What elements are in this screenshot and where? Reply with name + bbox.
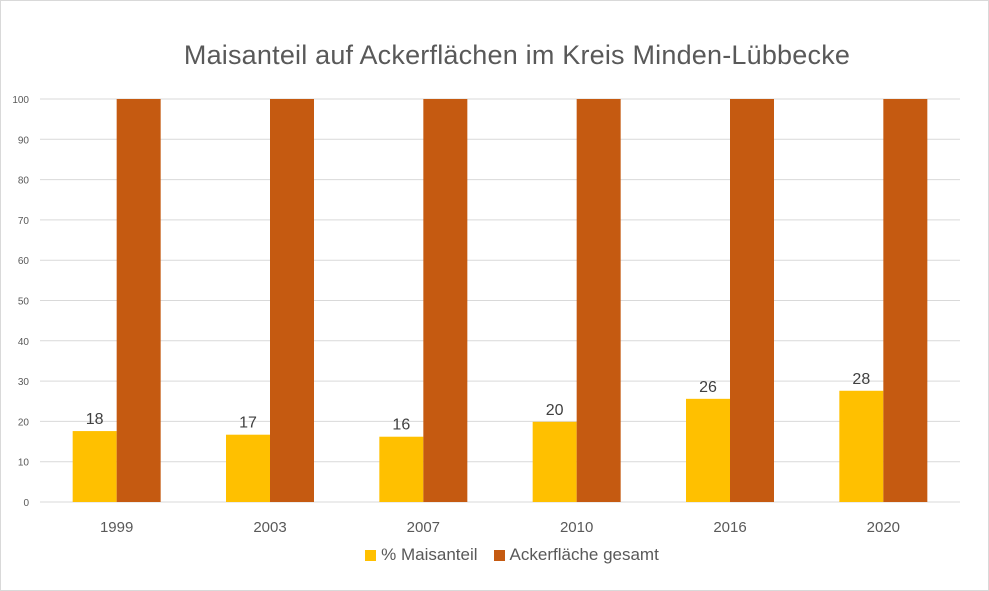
legend-item-maisanteil: % Maisanteil [365, 545, 478, 565]
data-label: 26 [699, 379, 717, 396]
data-labels: 18 17 16 20 26 28 [86, 371, 871, 434]
x-tick-label: 2010 [560, 519, 593, 536]
bars [72, 99, 928, 502]
x-tick-label: 2020 [867, 519, 900, 536]
bar-maisanteil [839, 390, 884, 502]
legend-swatch-ackerflaeche [493, 549, 505, 561]
x-tick-label: 2007 [407, 519, 440, 536]
x-tick-label: 2016 [713, 519, 746, 536]
y-tick-label: 100 [12, 95, 29, 106]
y-tick-label: 90 [18, 135, 30, 146]
data-label: 20 [546, 402, 564, 419]
chart-title: Maisanteil auf Ackerflächen im Kreis Min… [183, 40, 851, 70]
bar-maisanteil [686, 398, 730, 502]
data-label: 17 [239, 415, 257, 432]
y-axis-ticks: 0 10 20 30 40 50 60 70 80 90 100 [12, 95, 29, 509]
bar-ackerflaeche [270, 99, 314, 502]
y-tick-label: 10 [18, 458, 30, 469]
legend-label-ackerflaeche: Ackerfläche gesamt [509, 545, 659, 564]
y-tick-label: 60 [18, 256, 30, 267]
bar-maisanteil [532, 421, 577, 502]
y-tick-label: 70 [18, 216, 30, 227]
legend: % Maisanteil Ackerfläche gesamt [0, 545, 989, 565]
y-tick-label: 80 [18, 176, 30, 187]
y-tick-label: 50 [18, 297, 30, 308]
bar-ackerflaeche [116, 99, 161, 502]
legend-swatch-maisanteil [365, 549, 377, 561]
bar-ackerflaeche [576, 99, 621, 502]
bar-ackerflaeche [883, 99, 928, 502]
x-tick-label: 2003 [253, 519, 286, 536]
data-label: 16 [392, 417, 410, 434]
bar-ackerflaeche [423, 99, 468, 502]
y-tick-label: 30 [18, 377, 30, 388]
data-label: 28 [852, 371, 870, 388]
gridlines [40, 98, 960, 503]
data-label: 18 [86, 411, 104, 428]
x-axis-ticks: 1999 2003 2007 2010 2016 2020 [100, 519, 900, 536]
legend-label-maisanteil: % Maisanteil [381, 545, 478, 564]
bar-ackerflaeche [730, 99, 774, 502]
bar-maisanteil [379, 436, 424, 502]
bar-maisanteil [226, 434, 270, 502]
bar-maisanteil [72, 431, 117, 502]
legend-item-ackerflaeche: Ackerfläche gesamt [493, 545, 659, 565]
x-tick-label: 1999 [100, 519, 133, 536]
y-tick-label: 40 [18, 337, 30, 348]
y-tick-label: 0 [23, 498, 29, 509]
y-tick-label: 20 [18, 417, 30, 428]
